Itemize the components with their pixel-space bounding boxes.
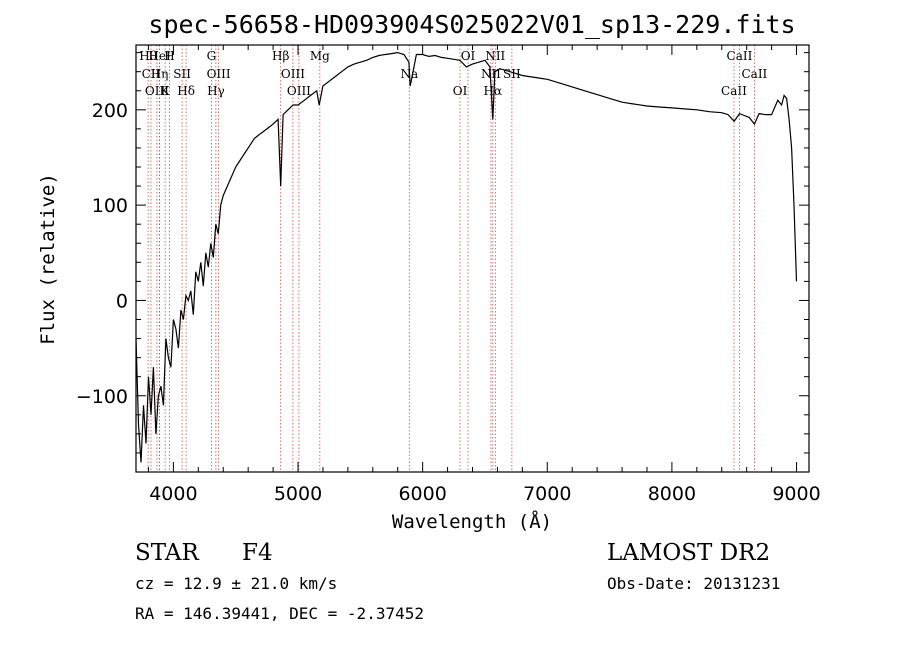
coordinates-readout: RA = 146.39441, DEC = -2.37452 bbox=[135, 604, 424, 623]
line-label-17: OI bbox=[453, 84, 468, 98]
line-label-21: NII bbox=[485, 49, 505, 63]
y-axis-label: Flux (relative) bbox=[37, 173, 59, 345]
line-label-10: OIII bbox=[207, 67, 231, 81]
line-label-14: OIII bbox=[287, 84, 311, 98]
line-label-12: Hβ bbox=[272, 49, 289, 63]
x-axis-label: Wavelength (Å) bbox=[392, 510, 552, 533]
y-axis-ticks: −100 0 100 200 bbox=[76, 52, 809, 473]
line-label-5: K bbox=[161, 84, 171, 98]
spectrum-series-line bbox=[135, 51, 798, 463]
line-label-23: CaII bbox=[721, 84, 747, 98]
y-tick-label: 200 bbox=[92, 100, 128, 122]
line-label-9: G bbox=[207, 49, 217, 63]
line-label-6: H bbox=[164, 49, 174, 63]
line-label-24: CaII bbox=[727, 49, 753, 63]
chart-title: spec-56658-HD093904S025022V01_sp13-229.f… bbox=[148, 10, 795, 39]
line-label-18: OI bbox=[461, 49, 476, 63]
x-tick-label: 7000 bbox=[523, 483, 571, 505]
x-tick-label: 8000 bbox=[648, 483, 696, 505]
x-tick-label: 5000 bbox=[274, 483, 322, 505]
line-label-13: OIII bbox=[281, 67, 305, 81]
x-tick-label: 4000 bbox=[149, 483, 197, 505]
line-label-7: SII bbox=[173, 67, 191, 81]
object-type: STAR bbox=[135, 540, 199, 566]
plot-frame bbox=[135, 44, 810, 473]
line-label-25: CaII bbox=[741, 67, 767, 81]
redshift-readout: cz = 12.9 ± 21.0 km/s bbox=[135, 574, 337, 593]
line-label-11: Hγ bbox=[207, 84, 225, 98]
x-axis-ticks: 4000 5000 6000 7000 8000 9000 bbox=[147, 45, 821, 505]
line-label-20: Hα bbox=[484, 84, 503, 98]
y-tick-label: −100 bbox=[76, 386, 128, 408]
line-label-0: Hθ bbox=[139, 49, 157, 63]
y-tick-label: 0 bbox=[116, 290, 128, 312]
line-label-1: CII bbox=[142, 67, 161, 81]
x-tick-label: 9000 bbox=[772, 483, 820, 505]
spectral-line-markers: HθCIIOIIIHeIHηKHSIIHδGOIIIHγHβOIIIOIIIMg… bbox=[139, 45, 768, 472]
x-tick-label: 6000 bbox=[398, 483, 446, 505]
line-label-4: Hη bbox=[151, 67, 169, 81]
line-label-2: OIII bbox=[145, 84, 169, 98]
survey-name: LAMOST DR2 bbox=[607, 540, 770, 566]
obs-date: Obs-Date: 20131231 bbox=[607, 574, 780, 593]
line-label-8: Hδ bbox=[177, 84, 195, 98]
object-subclass: F4 bbox=[242, 540, 273, 566]
y-tick-label: 100 bbox=[92, 195, 128, 217]
line-label-15: Mg bbox=[310, 49, 330, 63]
